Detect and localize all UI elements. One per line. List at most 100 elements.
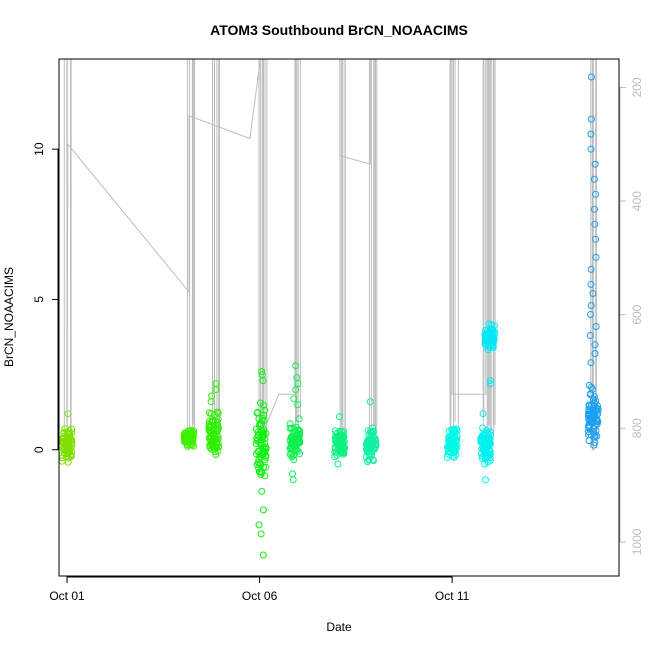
data-point-outlier (587, 280, 595, 288)
data-point-outlier (487, 380, 494, 388)
y-axis-label: BrCN_NOAACIMS (2, 267, 16, 367)
data-point (294, 435, 302, 443)
data-point (486, 438, 493, 446)
data-cluster (331, 413, 349, 468)
data-point (487, 431, 495, 439)
data-point (214, 424, 222, 432)
data-cluster (362, 398, 380, 466)
data-point (257, 441, 265, 449)
data-point-outlier (591, 350, 599, 358)
data-point (205, 409, 213, 417)
x-tick-label: Oct 11 (435, 589, 470, 603)
data-point (365, 444, 373, 452)
data-point-outlier (255, 521, 263, 529)
data-point-outlier (587, 130, 595, 138)
data-point (477, 434, 485, 442)
data-point (209, 430, 217, 438)
data-point-outlier (592, 323, 600, 330)
data-point-outlier (292, 362, 300, 370)
data-point (369, 456, 377, 464)
data-point-outlier (482, 476, 489, 484)
data-point-outlier (289, 476, 297, 484)
data-point (364, 427, 372, 435)
data-point (485, 343, 493, 351)
data-point (594, 405, 602, 413)
data-point (214, 447, 222, 455)
data-point-outlier (293, 374, 301, 382)
data-cluster (481, 320, 499, 388)
data-point-outlier (258, 368, 266, 376)
data-point (261, 439, 269, 447)
data-point-outlier (64, 410, 72, 418)
data-point-outlier (591, 160, 599, 168)
data-cluster (205, 380, 223, 458)
data-point-outlier (486, 377, 494, 385)
data-point (181, 431, 189, 439)
data-cluster (58, 410, 76, 466)
data-point (477, 437, 485, 445)
data-cluster (252, 368, 270, 559)
data-point (293, 434, 301, 442)
data-point (64, 447, 72, 454)
data-point (68, 439, 76, 447)
data-point (591, 431, 599, 439)
pressure-line (66, 59, 594, 451)
data-point (287, 424, 295, 432)
data-point (260, 431, 268, 439)
data-point (286, 444, 294, 452)
data-cluster (286, 362, 304, 484)
data-point-outlier (366, 398, 374, 406)
data-point-outlier (587, 145, 595, 153)
data-point (211, 448, 219, 456)
data-point (450, 443, 458, 451)
data-point (331, 434, 339, 441)
data-point-outlier (208, 392, 216, 400)
data-point (486, 450, 494, 458)
chart-title: ATOM3 Southbound BrCN_NOAACIMS (210, 22, 468, 38)
data-point (253, 461, 261, 469)
data-point (482, 446, 490, 454)
data-point (254, 436, 262, 444)
data-point (258, 487, 266, 495)
data-point (590, 393, 598, 401)
data-point (491, 330, 498, 338)
axes-layer: Oct 01 Oct 06 Oct 11 0 5 10 200 400 600 800 1000 (32, 77, 644, 603)
data-point (261, 406, 269, 414)
data-point (65, 447, 73, 455)
plot-frame (58, 58, 620, 577)
right-tick-label: 800 (630, 418, 644, 438)
data-point (339, 444, 347, 452)
pressure-line-layer (63, 59, 597, 451)
x-tick-label: Oct 06 (242, 589, 278, 603)
data-point (261, 472, 269, 480)
data-point-outlier (591, 341, 599, 349)
data-point (486, 428, 494, 436)
data-point-outlier (586, 332, 594, 339)
data-point (286, 420, 294, 428)
data-point (584, 428, 592, 436)
data-point (481, 460, 489, 468)
data-point (260, 417, 268, 424)
data-point (480, 429, 488, 437)
data-point (339, 435, 347, 443)
data-point-outlier (591, 205, 598, 213)
data-point-outlier (292, 386, 300, 394)
data-point (206, 417, 213, 425)
data-point (447, 434, 455, 442)
data-point (295, 415, 303, 423)
data-point-outlier (587, 311, 594, 318)
data-point (485, 320, 493, 328)
data-point (368, 428, 376, 436)
data-point (289, 428, 297, 436)
data-point-outlier (590, 175, 598, 183)
y-tick-label: 5 (32, 296, 46, 303)
data-point-outlier (587, 115, 595, 123)
data-point (331, 453, 339, 461)
data-point (590, 441, 598, 449)
right-tick-label: 200 (630, 77, 644, 97)
data-point-outlier (592, 253, 600, 261)
data-point (592, 417, 600, 425)
data-point (487, 326, 495, 334)
data-point (254, 408, 262, 416)
